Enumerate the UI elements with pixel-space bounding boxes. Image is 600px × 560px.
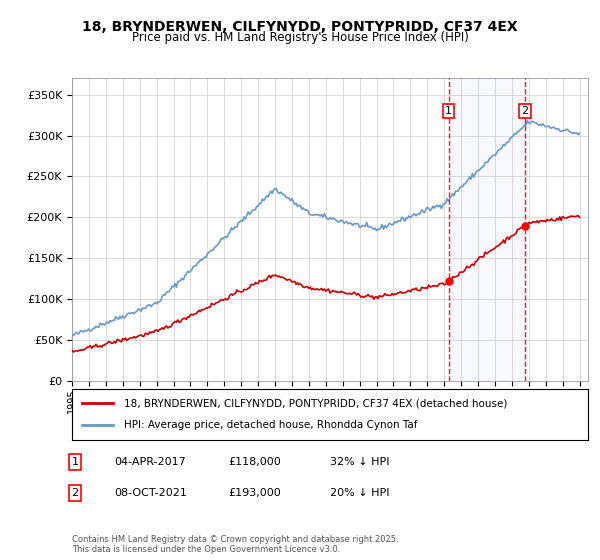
Text: 2: 2 [71,488,79,498]
Text: 32% ↓ HPI: 32% ↓ HPI [330,457,389,467]
Text: 1: 1 [71,457,79,467]
Bar [449,78,525,381]
Text: 20% ↓ HPI: 20% ↓ HPI [330,488,389,498]
Text: 2: 2 [521,106,529,116]
Text: Price paid vs. HM Land Registry's House Price Index (HPI): Price paid vs. HM Land Registry's House … [131,31,469,44]
Text: £193,000: £193,000 [228,488,281,498]
Text: HPI: Average price, detached house, Rhondda Cynon Taf: HPI: Average price, detached house, Rhon… [124,421,417,431]
Text: £118,000: £118,000 [228,457,281,467]
Text: 18, BRYNDERWEN, CILFYNYDD, PONTYPRIDD, CF37 4EX (detached house): 18, BRYNDERWEN, CILFYNYDD, PONTYPRIDD, C… [124,398,507,408]
Text: 08-OCT-2021: 08-OCT-2021 [114,488,187,498]
Text: 04-APR-2017: 04-APR-2017 [114,457,186,467]
Text: 18, BRYNDERWEN, CILFYNYDD, PONTYPRIDD, CF37 4EX: 18, BRYNDERWEN, CILFYNYDD, PONTYPRIDD, C… [82,20,518,34]
Text: Contains HM Land Registry data © Crown copyright and database right 2025.
This d: Contains HM Land Registry data © Crown c… [72,535,398,554]
Text: 1: 1 [445,106,452,116]
